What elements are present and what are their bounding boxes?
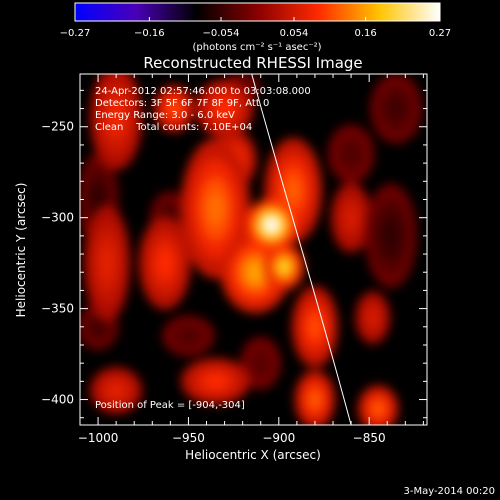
heatmap-image: [80, 74, 423, 425]
y-tick-label: −350: [41, 302, 74, 316]
heatmap-source: [346, 208, 357, 227]
heatmap-source: [158, 251, 172, 275]
y-tick-label: −300: [41, 211, 74, 225]
colorbar-unit-label: (photons cm⁻² s⁻¹ asec⁻²): [192, 42, 321, 53]
heatmap-source: [373, 402, 384, 415]
heatmap-source: [384, 222, 398, 249]
y-tick-label: −400: [41, 393, 74, 407]
peak-position-label: Position of Peak = [-904,-304]: [95, 400, 245, 411]
info-line: Clean Total counts: 7.10E+04: [95, 122, 252, 133]
solar-limb-curve: [251, 74, 352, 425]
axis-ticks: −1000 −950 −900 −850 −250 −300 −350 −400: [41, 74, 427, 445]
observation-info: 24-Apr-2012 02:57:46.000 to 03:03:08.000…: [95, 86, 311, 133]
colorbar-tick-label: −0.054: [202, 28, 239, 39]
colorbar-tick-label: 0.054: [280, 28, 309, 39]
colorbar: [75, 3, 440, 21]
x-tick-label: −900: [262, 431, 295, 445]
heatmap-source: [109, 104, 123, 131]
colorbar-tick-label: 0.16: [355, 28, 377, 39]
heatmap-source: [93, 187, 104, 212]
heatmap-source: [101, 248, 113, 278]
x-axis-label: Heliocentric X (arcsec): [185, 448, 321, 462]
colorbar-tick-label: −0.16: [134, 28, 165, 39]
x-tick-label: −1000: [78, 431, 119, 445]
heatmap-source: [368, 311, 378, 325]
heatmap-source: [265, 218, 279, 232]
heatmap-source: [93, 320, 104, 333]
colorbar-ticks: −0.27 −0.16 −0.054 0.054 0.16 0.27: [60, 17, 451, 39]
colorbar-frame: [74, 2, 441, 22]
heatmap-source: [109, 384, 123, 397]
heatmap-source: [309, 392, 321, 407]
colorbar-tick-label: 0.27: [429, 28, 451, 39]
info-line: 24-Apr-2012 02:57:46.000 to 03:03:08.000: [95, 86, 311, 97]
heatmap-source: [217, 101, 232, 116]
heatmap-source: [309, 316, 321, 337]
heatmap-source: [279, 260, 290, 273]
colorbar-tick-label: −0.27: [60, 28, 91, 39]
heatmap-source: [206, 375, 225, 388]
y-tick-label: −250: [41, 120, 74, 134]
heatmap-source: [168, 102, 180, 115]
info-line: Energy Range: 3.0 - 6.0 keV: [95, 110, 235, 121]
x-tick-label: −950: [172, 431, 205, 445]
heatmap-source: [286, 177, 301, 204]
heatmap-source: [389, 99, 403, 118]
heatmap-source: [181, 330, 195, 341]
footer-date: 3-May-2014 00:20: [403, 486, 495, 497]
x-tick-label: −850: [353, 431, 386, 445]
heatmap-source: [345, 146, 357, 162]
chart-title: Reconstructed RHESSI Image: [143, 54, 362, 72]
plot-frame: [79, 73, 428, 426]
heatmap-source: [206, 191, 225, 227]
heatmap-source: [246, 262, 264, 283]
info-line: Detectors: 3F 5F 6F 7F 8F 9F, Att 0: [95, 98, 269, 109]
y-axis-label: Heliocentric Y (arcsec): [14, 183, 28, 318]
heatmap-source: [255, 356, 266, 370]
